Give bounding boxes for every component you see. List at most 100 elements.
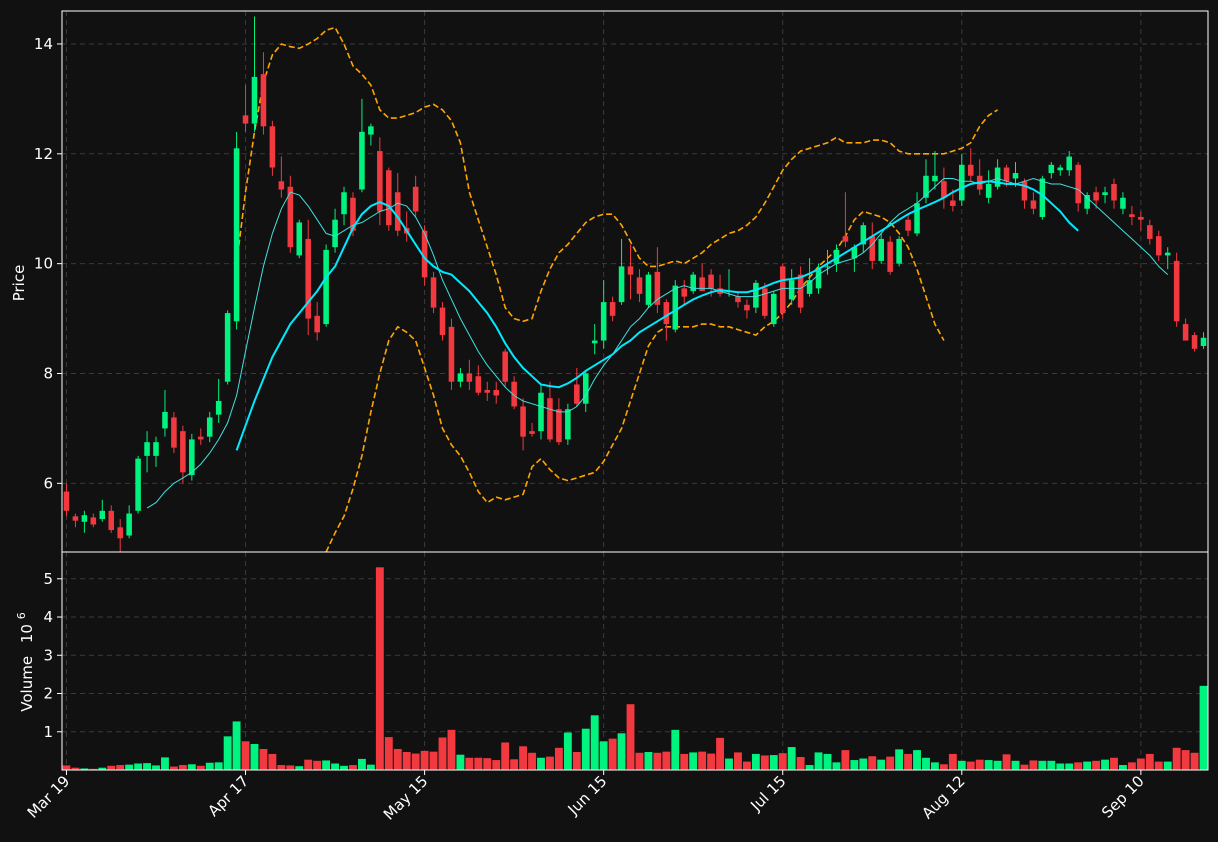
candle-body — [63, 491, 70, 511]
candle-body — [1084, 194, 1090, 209]
candle-body — [833, 249, 840, 264]
volume-bar — [1127, 762, 1136, 770]
volume-bar — [751, 753, 760, 770]
volume-bar — [993, 760, 1002, 770]
volume-bar — [707, 753, 716, 770]
volume-bar — [913, 750, 921, 770]
volume-bar — [178, 765, 187, 770]
candle-body — [851, 247, 858, 259]
candles — [63, 16, 1207, 552]
volume-bar — [698, 751, 707, 770]
volume-bar — [1190, 752, 1199, 770]
upper-band-line — [235, 26, 999, 323]
price-axis-label: Price — [10, 265, 28, 302]
volume-bar — [590, 715, 599, 770]
candle-body — [600, 302, 607, 341]
volume-bar — [850, 760, 859, 770]
candle-body — [654, 271, 661, 305]
volume-bar — [420, 750, 429, 770]
candle-body — [1012, 173, 1019, 179]
candle-body — [1200, 337, 1207, 347]
volume-bar — [1011, 760, 1020, 770]
volume-bar — [501, 742, 510, 770]
volume-bar — [1065, 763, 1074, 770]
candle-body — [779, 266, 786, 314]
volume-bar — [877, 759, 886, 770]
volume-bar — [725, 758, 733, 770]
candle-body — [914, 203, 920, 234]
volume-bar — [948, 753, 957, 770]
volume-bar — [1172, 747, 1181, 770]
candle-body — [224, 313, 231, 382]
volume-bar — [375, 567, 384, 770]
volume-bar — [241, 741, 250, 770]
volume-bar — [823, 753, 832, 770]
candle-body — [180, 431, 186, 473]
volume-axis-label-text: Volume — [18, 656, 36, 712]
volume-bar — [205, 762, 214, 770]
candle-body — [905, 219, 911, 231]
candle-body — [135, 458, 141, 511]
candle-body — [1003, 167, 1010, 182]
volume-bar — [232, 721, 241, 770]
volume-bar — [447, 729, 456, 770]
candle-body — [985, 184, 992, 198]
volume-bar — [1154, 761, 1163, 770]
candle-body — [690, 274, 696, 292]
candle-body — [72, 516, 79, 521]
candle-body — [1021, 181, 1028, 201]
candle-body — [788, 280, 795, 300]
candle-body — [1173, 260, 1180, 322]
candle-body — [206, 417, 213, 437]
candle-body — [618, 266, 625, 303]
candle-body — [305, 238, 311, 319]
candle-body — [797, 274, 804, 308]
candle-body — [394, 192, 401, 231]
candle-body — [314, 315, 320, 333]
volume-bar — [975, 759, 984, 770]
candle-body — [609, 302, 616, 316]
candle-body — [538, 392, 544, 432]
volume-bar — [626, 704, 635, 770]
candle-body — [681, 288, 688, 297]
volume-bar — [402, 752, 411, 770]
candle-body — [591, 340, 598, 344]
volume-bar — [143, 763, 151, 770]
volume-bar — [187, 764, 196, 770]
volume-tick-label: 1 — [43, 723, 53, 741]
volume-bar — [1074, 762, 1083, 770]
candle-body — [1030, 200, 1037, 209]
volume-bar — [778, 753, 787, 770]
price-tick-label: 6 — [43, 474, 53, 492]
candle-body — [1155, 236, 1162, 256]
candle-body — [1048, 164, 1055, 174]
candle-body — [260, 74, 267, 127]
candle-body — [475, 376, 482, 393]
candle-body — [753, 282, 759, 308]
candle-body — [117, 527, 123, 539]
candle-body — [529, 431, 535, 434]
candle-body — [708, 274, 714, 289]
volume-bar — [510, 759, 519, 770]
volume-bar — [161, 757, 169, 770]
volume-bar — [1199, 685, 1208, 770]
candle-body — [941, 181, 947, 198]
volume-bar — [904, 753, 913, 770]
volume-bar — [1119, 765, 1127, 770]
volume-bar — [313, 760, 322, 770]
candle-body — [493, 389, 500, 396]
volume-bar — [196, 765, 205, 770]
volume-axis-label-exponent: 6 — [15, 612, 28, 619]
volume-bar — [519, 746, 528, 770]
volume-bar — [277, 765, 286, 770]
volume-bar — [1163, 761, 1172, 770]
candle-body — [502, 351, 508, 382]
candle-body — [1164, 252, 1171, 256]
volume-bar — [1038, 760, 1047, 770]
candle-body — [869, 236, 876, 261]
candle-body — [368, 126, 374, 135]
volume-bar — [268, 753, 277, 770]
candle-body — [323, 249, 329, 325]
candle-body — [636, 277, 643, 294]
